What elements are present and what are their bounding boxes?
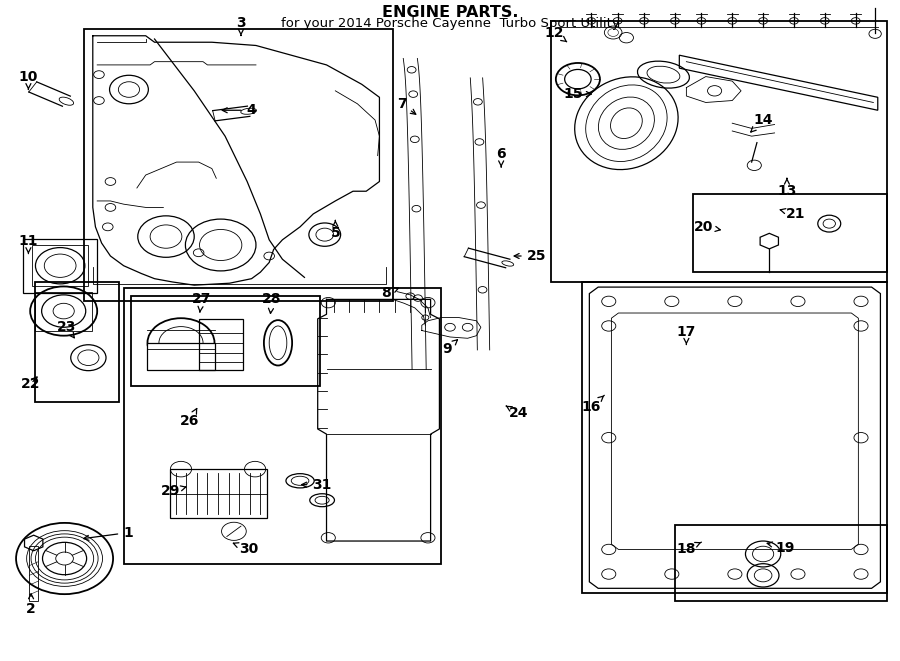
Bar bbox=[130, 296, 320, 385]
Text: ENGINE PARTS.: ENGINE PARTS. bbox=[382, 5, 518, 20]
Text: 1: 1 bbox=[84, 525, 133, 540]
Bar bbox=[32, 245, 88, 286]
Bar bbox=[23, 239, 97, 293]
Bar bbox=[123, 288, 441, 564]
Text: 28: 28 bbox=[262, 292, 282, 313]
Text: 12: 12 bbox=[544, 26, 567, 42]
Bar bbox=[84, 29, 392, 301]
Text: 18: 18 bbox=[677, 542, 701, 556]
Text: 31: 31 bbox=[302, 478, 332, 492]
Text: 14: 14 bbox=[751, 113, 773, 132]
Text: 9: 9 bbox=[443, 340, 457, 356]
Text: 17: 17 bbox=[677, 325, 696, 344]
Text: 11: 11 bbox=[19, 234, 38, 254]
Text: 24: 24 bbox=[506, 406, 528, 420]
Bar bbox=[582, 282, 886, 593]
Bar bbox=[199, 319, 243, 370]
Circle shape bbox=[309, 223, 340, 247]
Text: 8: 8 bbox=[382, 286, 399, 300]
Text: 22: 22 bbox=[22, 377, 40, 391]
Text: 21: 21 bbox=[780, 207, 806, 221]
Text: 7: 7 bbox=[397, 97, 416, 114]
Bar bbox=[35, 292, 92, 330]
Polygon shape bbox=[680, 55, 878, 110]
Bar bbox=[169, 469, 266, 518]
Text: 15: 15 bbox=[563, 87, 591, 101]
Bar bbox=[148, 343, 214, 370]
Text: 2: 2 bbox=[26, 594, 36, 616]
Text: 5: 5 bbox=[330, 221, 340, 241]
Text: 4: 4 bbox=[222, 103, 256, 117]
Text: 30: 30 bbox=[233, 543, 258, 557]
Text: 29: 29 bbox=[161, 484, 186, 498]
Bar bbox=[552, 21, 886, 282]
Text: 16: 16 bbox=[581, 395, 604, 414]
Text: 10: 10 bbox=[19, 69, 38, 89]
Text: 6: 6 bbox=[496, 147, 506, 167]
Text: for your 2014 Porsche Cayenne  Turbo Sport Utility: for your 2014 Porsche Cayenne Turbo Spor… bbox=[281, 17, 619, 30]
Text: 20: 20 bbox=[694, 220, 720, 234]
Text: 23: 23 bbox=[57, 321, 76, 338]
Bar bbox=[693, 194, 886, 272]
Text: 25: 25 bbox=[514, 249, 546, 263]
Text: 27: 27 bbox=[192, 292, 211, 312]
Bar bbox=[35, 282, 119, 402]
Text: 26: 26 bbox=[180, 408, 200, 428]
Text: 3: 3 bbox=[236, 16, 246, 36]
Bar bbox=[675, 525, 886, 602]
Text: 13: 13 bbox=[778, 178, 796, 198]
Text: 19: 19 bbox=[767, 541, 795, 555]
Bar bbox=[30, 546, 38, 602]
